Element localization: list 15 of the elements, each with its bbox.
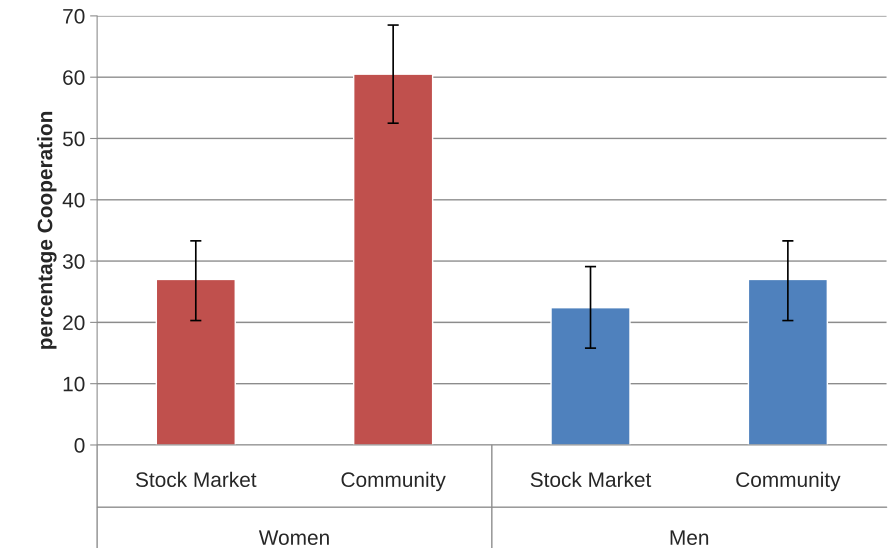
y-tick-label: 40: [62, 192, 84, 208]
y-tick-label: 20: [63, 315, 84, 330]
y-tick-label: 50: [62, 131, 84, 146]
y-tick-label: 70: [63, 8, 84, 24]
y-tick-label: 0: [74, 438, 84, 453]
x-tick-label: Stock Market: [136, 472, 256, 488]
text: Women: [258, 530, 329, 545]
x-tick-label: Community: [736, 472, 841, 492]
x-tick-label: Community: [342, 472, 446, 492]
y-tick-label: 30: [62, 254, 84, 269]
y-tick-label: 60: [63, 70, 84, 85]
text: Men: [670, 530, 708, 545]
y-tick-label: 10: [64, 376, 84, 392]
x-tick-label: Stock Market: [530, 472, 652, 488]
y-axis-title: percentage Cooperation: [37, 112, 57, 349]
